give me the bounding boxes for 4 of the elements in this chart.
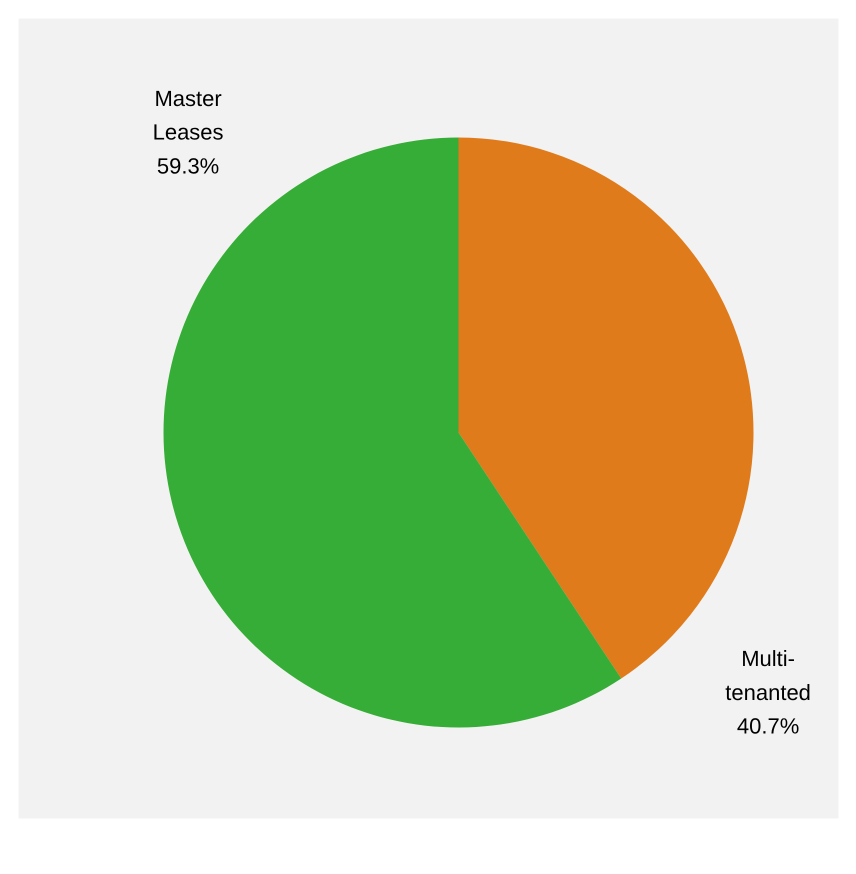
data-label: 59.3% — [156, 153, 220, 178]
slice-label: Multi-tenanted — [725, 646, 811, 705]
data-label: 40.7% — [736, 714, 800, 739]
slice-label: Master Leases — [152, 86, 224, 145]
